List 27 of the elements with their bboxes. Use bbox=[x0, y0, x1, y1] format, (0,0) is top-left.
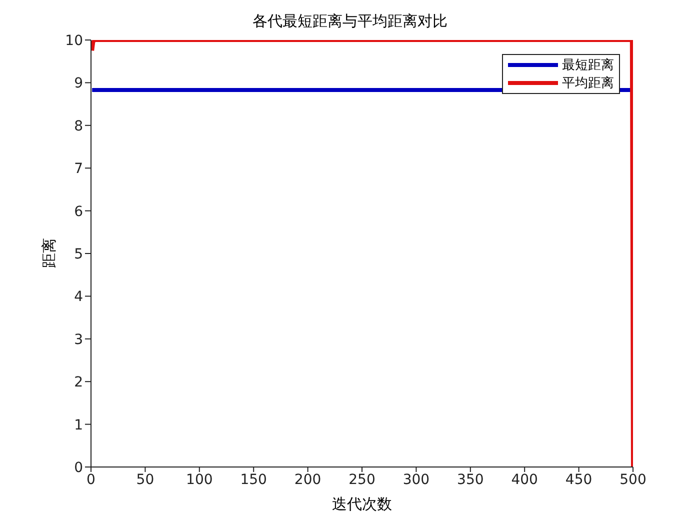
y-tick-label: 3 bbox=[74, 332, 83, 348]
y-tick-label: 1 bbox=[74, 417, 83, 434]
x-tick-label: 250 bbox=[348, 472, 376, 488]
legend-label: 最短距离 bbox=[562, 57, 614, 74]
y-tick-label: 5 bbox=[74, 246, 83, 262]
chart-title: 各代最短距离与平均距离对比 bbox=[252, 12, 448, 31]
x-tick-label: 450 bbox=[565, 472, 592, 488]
x-tick-label: 350 bbox=[457, 472, 484, 488]
y-tick-label: 9 bbox=[74, 76, 83, 92]
x-tick-label: 300 bbox=[402, 472, 430, 488]
y-tick-label: 10 bbox=[65, 32, 83, 49]
y-tick-label: 0 bbox=[74, 460, 83, 476]
x-axis-title: 迭代次数 bbox=[331, 495, 393, 514]
legend-label: 平均距离 bbox=[562, 75, 614, 92]
y-tick-label: 7 bbox=[74, 161, 83, 178]
x-tick-label: 500 bbox=[620, 472, 646, 488]
x-tick-label: 100 bbox=[186, 472, 213, 488]
x-tick-label: 150 bbox=[240, 472, 267, 488]
y-tick-label: 4 bbox=[74, 289, 84, 306]
y-tick-label: 6 bbox=[74, 204, 84, 220]
x-tick-label: 400 bbox=[511, 472, 538, 488]
x-tick-label: 50 bbox=[136, 472, 154, 488]
x-tick-label: 200 bbox=[294, 472, 322, 488]
x-tick-label: 0 bbox=[86, 472, 96, 488]
y-tick-label: 8 bbox=[74, 118, 83, 134]
y-axis-title: 距离 bbox=[40, 238, 59, 268]
y-tick-label: 2 bbox=[74, 374, 83, 391]
